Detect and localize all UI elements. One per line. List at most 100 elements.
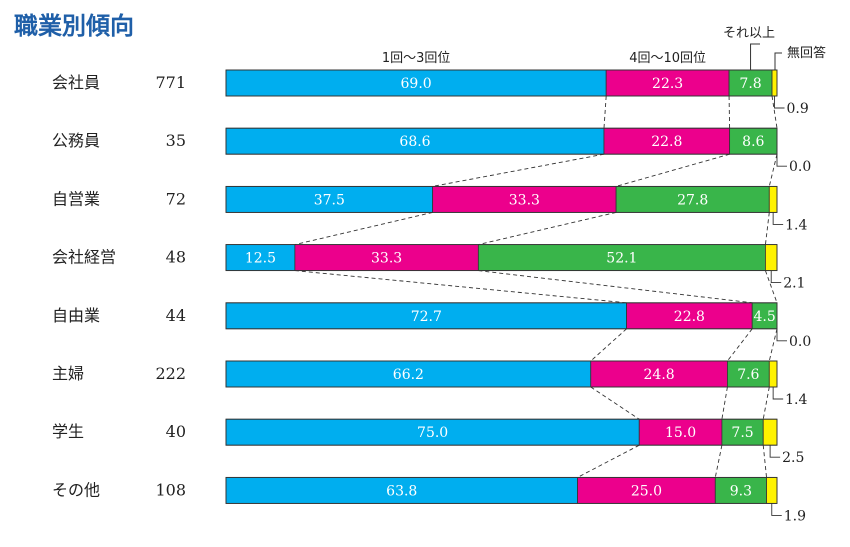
bar-segment — [771, 69, 778, 97]
no-answer-leader — [774, 96, 785, 109]
no-answer-leader — [772, 212, 784, 225]
bar-row: 公務員 35 68.6 22.8 8.6 0.0 — [52, 127, 811, 175]
bar-outline — [225, 127, 778, 155]
bar-outline — [225, 244, 778, 272]
segment-value-label: 37.5 — [314, 192, 345, 208]
bar-segment — [768, 360, 778, 388]
header-label-more: それ以上 — [723, 26, 775, 41]
segment-value-label: 9.3 — [730, 483, 752, 499]
bar-row: 会社員 771 69.0 22.3 7.8 0.9 — [52, 69, 809, 117]
bar-outline — [225, 418, 778, 446]
bar-segment — [729, 127, 778, 155]
segment-value-label: 4.5 — [753, 309, 775, 325]
bar-segment — [225, 244, 296, 272]
header-label-1-3: 1回～3回位 — [382, 51, 451, 66]
connector-line — [721, 386, 728, 420]
connector-line — [615, 153, 730, 187]
segment-value-label: 72.7 — [411, 309, 442, 325]
no-answer-leader — [776, 328, 787, 342]
segment-value-label: 33.3 — [371, 251, 402, 267]
bar-segment — [577, 476, 716, 504]
category-label: 会社経営 — [52, 248, 116, 267]
count-label: 44 — [166, 306, 186, 325]
connector-line — [728, 95, 731, 129]
segment-value-label: 52.1 — [606, 251, 637, 267]
no-answer-leader — [772, 387, 784, 400]
segment-value-label: 7.8 — [739, 76, 761, 92]
connector-line — [478, 270, 753, 304]
bar-segment — [714, 476, 767, 504]
segment-value-label: 25.0 — [631, 483, 662, 499]
connector-line — [771, 95, 778, 129]
bar-row: 会社経営 48 12.5 33.3 52.1 2.1 — [52, 244, 805, 292]
connector-line — [478, 211, 617, 246]
bar-outline — [225, 476, 778, 504]
bar-segment — [768, 185, 778, 213]
count-label: 222 — [155, 364, 186, 383]
connector-line — [764, 212, 770, 245]
category-label: その他 — [52, 480, 100, 499]
connector-line — [768, 154, 778, 187]
no-answer-value-label: 0.9 — [787, 101, 809, 117]
segment-value-label: 22.8 — [651, 134, 682, 150]
connector-line — [590, 328, 627, 362]
bar-row: 自営業 72 37.5 33.3 27.8 1.4 — [52, 185, 808, 233]
category-label: 会社員 — [52, 73, 100, 92]
no-answer-value-label: 1.4 — [785, 392, 807, 408]
category-label: 自由業 — [52, 306, 100, 325]
count-label: 108 — [155, 480, 186, 499]
segment-value-label: 24.8 — [644, 367, 675, 383]
header-leader-no-answer — [774, 52, 782, 70]
connector-line — [603, 95, 607, 129]
segment-value-label: 63.8 — [386, 483, 417, 499]
segment-value-label: 22.3 — [652, 76, 683, 92]
segment-value-label: 8.6 — [742, 134, 764, 150]
no-answer-value-label: 1.4 — [785, 217, 807, 233]
bar-segment — [225, 418, 640, 446]
segment-value-label: 15.0 — [665, 425, 696, 441]
bar-segment — [590, 360, 728, 388]
segment-value-label: 75.0 — [417, 425, 448, 441]
segment-value-label: 12.5 — [245, 251, 276, 267]
segment-value-label: 69.0 — [401, 76, 432, 92]
connector-lines — [294, 95, 778, 478]
connector-line — [762, 445, 767, 478]
header-label-4-10: 4回～10回位 — [629, 51, 706, 66]
count-label: 35 — [166, 131, 186, 150]
connector-line — [432, 153, 605, 187]
category-label: 主婦 — [52, 364, 84, 383]
segment-value-label: 33.3 — [509, 192, 540, 208]
bar-row: 自由業 44 72.7 22.8 4.5 0.0 — [52, 302, 811, 350]
bar-outline — [225, 69, 778, 97]
connector-line — [727, 328, 753, 362]
no-answer-value-label: 0.0 — [789, 159, 811, 175]
header-label-no-answer: 無回答 — [787, 45, 826, 61]
count-label: 72 — [166, 189, 186, 208]
bar-segment — [727, 360, 770, 388]
connector-line — [762, 386, 770, 420]
segment-value-label: 7.6 — [737, 367, 759, 383]
no-answer-value-label: 0.0 — [789, 334, 811, 350]
bar-row: 学生 40 75.0 15.0 7.5 2.5 — [52, 418, 804, 466]
chart-title: 職業別傾向 — [14, 12, 134, 40]
category-label: 学生 — [52, 422, 84, 441]
bar-segment — [603, 127, 731, 155]
connector-line — [294, 270, 627, 304]
bar-segment — [765, 244, 778, 272]
connector-line — [768, 328, 778, 362]
segment-value-label: 68.6 — [399, 134, 430, 150]
no-answer-leader — [769, 445, 781, 458]
connector-line — [577, 444, 640, 478]
segment-value-label: 66.2 — [393, 367, 424, 383]
count-label: 771 — [155, 73, 186, 92]
header-leader-more — [750, 43, 760, 70]
no-answer-leader — [770, 270, 782, 284]
connector-line — [590, 386, 640, 420]
bar-segment — [762, 418, 778, 446]
no-answer-value-label: 1.9 — [784, 508, 806, 524]
no-answer-leader — [776, 154, 787, 167]
no-answer-leader — [771, 503, 782, 516]
